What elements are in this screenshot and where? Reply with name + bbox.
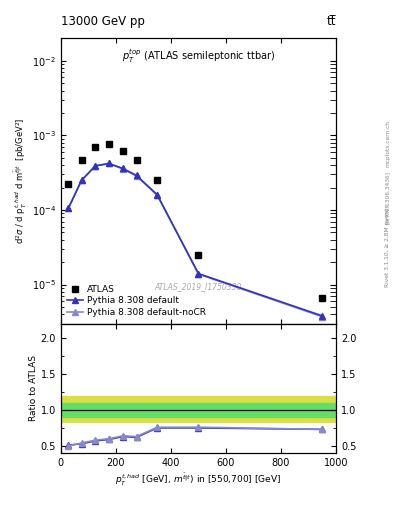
Pythia 8.308 default-noCR — [93, 163, 97, 169]
Pythia 8.308 default — [155, 191, 160, 198]
Line: Pythia 8.308 default-noCR: Pythia 8.308 default-noCR — [65, 160, 325, 320]
ATLAS — [320, 295, 325, 302]
Bar — [61, 403, 336, 417]
ATLAS — [134, 157, 139, 163]
Pythia 8.308 default — [196, 270, 201, 276]
Text: ATLAS_2019_I1750330: ATLAS_2019_I1750330 — [155, 282, 242, 291]
Bar — [61, 395, 336, 422]
Text: mcplots.cern.ch: mcplots.cern.ch — [385, 120, 390, 167]
ATLAS — [120, 148, 125, 154]
Text: Rivet 3.1.10, ≥ 2.8M events: Rivet 3.1.10, ≥ 2.8M events — [385, 204, 390, 287]
Text: $p_T^{top}$ (ATLAS semileptonic ttbar): $p_T^{top}$ (ATLAS semileptonic ttbar) — [122, 47, 275, 65]
Pythia 8.308 default — [120, 165, 125, 172]
Y-axis label: d$^2\sigma$ / d p$_T^{t,had}$ d m$^{\bar{t}|t}$  [pb/GeV$^2$]: d$^2\sigma$ / d p$_T^{t,had}$ d m$^{\bar… — [13, 118, 29, 244]
Pythia 8.308 default — [79, 177, 84, 183]
Line: ATLAS: ATLAS — [65, 141, 325, 302]
Pythia 8.308 default — [107, 160, 112, 166]
Pythia 8.308 default — [93, 163, 97, 169]
Legend: ATLAS, Pythia 8.308 default, Pythia 8.308 default-noCR: ATLAS, Pythia 8.308 default, Pythia 8.30… — [65, 283, 208, 319]
X-axis label: $p_T^{t,had}$ [GeV], $m^{\bar{t}|t}$) in [550,700] [GeV]: $p_T^{t,had}$ [GeV], $m^{\bar{t}|t}$) in… — [116, 472, 281, 488]
ATLAS — [155, 177, 160, 183]
Pythia 8.308 default-noCR — [134, 173, 139, 179]
Pythia 8.308 default — [66, 205, 71, 211]
Y-axis label: Ratio to ATLAS: Ratio to ATLAS — [29, 355, 38, 421]
Pythia 8.308 default-noCR — [107, 160, 112, 166]
ATLAS — [79, 157, 84, 163]
ATLAS — [93, 144, 97, 150]
ATLAS — [107, 141, 112, 147]
Pythia 8.308 default-noCR — [79, 177, 84, 183]
Text: [arXiv:1306.3436]: [arXiv:1306.3436] — [385, 170, 390, 224]
Pythia 8.308 default — [134, 173, 139, 179]
ATLAS — [196, 252, 201, 258]
Pythia 8.308 default-noCR — [66, 205, 71, 211]
Pythia 8.308 default-noCR — [120, 166, 125, 172]
Pythia 8.308 default-noCR — [155, 192, 160, 198]
Pythia 8.308 default — [320, 313, 325, 319]
Pythia 8.308 default-noCR — [320, 314, 325, 320]
Text: 13000 GeV pp: 13000 GeV pp — [61, 15, 145, 28]
Text: tt̅: tt̅ — [327, 15, 336, 28]
Line: Pythia 8.308 default: Pythia 8.308 default — [65, 160, 325, 319]
Pythia 8.308 default-noCR — [196, 271, 201, 277]
ATLAS — [66, 181, 71, 187]
